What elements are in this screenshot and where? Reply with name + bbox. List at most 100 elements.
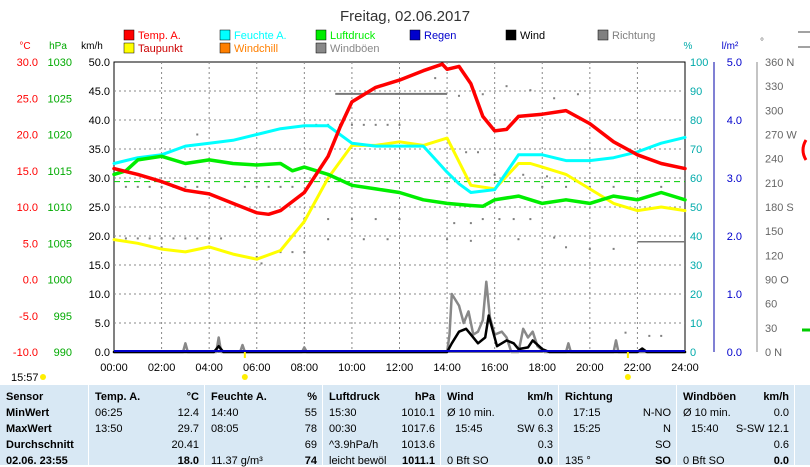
direction-point	[255, 185, 258, 188]
stats-header-temp: Temp. A.	[95, 391, 141, 403]
legend-swatch	[315, 29, 327, 41]
legend-label: Windböen	[330, 43, 380, 55]
direction-tick-label: 240	[765, 154, 783, 166]
direction-point	[481, 93, 484, 96]
sunrise-marker	[241, 374, 248, 380]
dir-avg-value: SO	[655, 439, 671, 451]
direction-point	[291, 251, 294, 254]
stats-unit-pressure: hPa	[414, 391, 435, 403]
wind-tick-label: 5.0	[95, 318, 110, 330]
direction-tick-label: 0 N	[765, 347, 782, 359]
direction-tick-label: 210	[765, 178, 783, 190]
direction-point	[374, 218, 377, 221]
x-tick-label: 16:00	[481, 362, 509, 374]
temp-max-value: 29.7	[177, 423, 199, 435]
dir-row2-value: N	[663, 423, 671, 435]
legend-label: Taupunkt	[138, 43, 183, 55]
wind-tick-label: 15.0	[89, 260, 110, 272]
stats-panel: Sensor MinWert MaxWert Durchschnitt 02.0…	[0, 385, 810, 467]
direction-point	[588, 185, 591, 188]
temp-tick-label: 25.0	[17, 93, 38, 105]
direction-point	[498, 218, 501, 221]
legend-label: Richtung	[612, 30, 655, 42]
direction-tick-label: 120	[765, 250, 783, 262]
direction-point	[612, 247, 615, 250]
direction-point	[303, 251, 306, 254]
direction-point	[124, 185, 127, 188]
weather-chart: Freitag, 02.06.2017 Temp. A. Feuchte A. Luf…	[11, 8, 810, 384]
dir-current-value: SO	[655, 455, 671, 467]
direction-point	[208, 237, 211, 240]
stats-col-direction: Richtung 17:15 N-NO 15:25 N SO 135 ° SO	[558, 385, 677, 467]
direction-point	[196, 133, 199, 136]
wind-tick-label: 40.0	[89, 115, 110, 127]
dir-row2-time: 15:25	[573, 423, 601, 435]
pressure-tick-label: 1000	[48, 275, 72, 287]
pressure-tick-label: 1020	[48, 130, 72, 142]
direction-tick-label: 270 W	[765, 130, 797, 142]
direction-tick-label: 90 O	[765, 275, 789, 287]
direction-point	[505, 85, 508, 88]
legend-swatch	[123, 42, 135, 54]
direction-point	[477, 151, 480, 154]
hum-min-time: 14:40	[211, 407, 239, 419]
direction-point	[255, 255, 258, 258]
direction-point	[350, 123, 353, 126]
rain-tick-label: 0.0	[727, 347, 742, 359]
direction-point	[386, 123, 389, 126]
direction-point	[136, 237, 139, 240]
x-tick-label: 14:00	[433, 362, 461, 374]
direction-point	[398, 123, 401, 126]
direction-point	[565, 246, 568, 249]
humidity-tick-label: 20	[690, 289, 702, 301]
pressure-series-line	[112, 154, 687, 209]
press-trend: ^3.9hPa/h	[329, 439, 379, 451]
hum-abs-value: 11.37 g/m³	[211, 455, 263, 467]
wind-avg10-value: 0.0	[537, 407, 553, 419]
hum-current-value: 74	[304, 455, 317, 467]
stats-col-humidity: Feuchte A. % 14:40 55 08:05 78 69 11.37 …	[204, 385, 323, 467]
humidity-series-line	[112, 124, 687, 194]
gust-bft: 0 Bft SO	[683, 455, 725, 467]
hum-min-value: 55	[304, 407, 317, 419]
direction-point	[553, 236, 556, 239]
stats-header-gust: Windböen	[683, 391, 737, 403]
direction-point	[648, 334, 651, 337]
direction-tick-label: 30	[765, 323, 777, 335]
wind-tick-label: 25.0	[89, 202, 110, 214]
direction-point	[374, 123, 377, 126]
direction-point	[453, 222, 456, 225]
dir-current-deg: 135 °	[565, 455, 591, 467]
x-tick-label: 08:00	[291, 362, 319, 374]
chart-svg: Freitag, 02.06.2017 Temp. A. Feuchte A. Luf…	[11, 8, 810, 384]
direction-point	[529, 218, 532, 221]
direction-point	[529, 89, 532, 92]
direction-point	[493, 173, 496, 176]
direction-point	[624, 331, 627, 334]
pressure-tick-label: 1010	[48, 202, 72, 214]
temp-tick-label: 5.0	[23, 238, 38, 250]
temp-max-time: 13:50	[95, 423, 123, 435]
wind-tick-label: 45.0	[89, 86, 110, 98]
direction-point	[522, 173, 525, 176]
direction-point	[243, 185, 246, 188]
direction-point	[291, 185, 294, 188]
legend-swatch	[219, 29, 231, 41]
wind-tick-label: 0.0	[95, 347, 110, 359]
x-tick-label: 04:00	[195, 362, 223, 374]
direction-point	[160, 185, 163, 188]
rain-tick-label: 3.0	[727, 173, 742, 185]
temp-current-value: 18.0	[177, 455, 199, 467]
temp-min-time: 06:25	[95, 407, 123, 419]
press-min-time: 15:30	[329, 407, 357, 419]
edge-gauge-red	[801, 139, 808, 161]
x-tick-label: 18:00	[528, 362, 556, 374]
stats-unit-humidity: %	[307, 391, 317, 403]
row-label-current: 02.06. 23:55	[6, 455, 68, 467]
stats-unit-wind: km/h	[527, 391, 553, 403]
legend-swatch	[597, 29, 609, 41]
direction-point	[136, 185, 139, 188]
stats-col-pressure: Luftdruck hPa 15:30 1010.1 00:30 1017.6 …	[322, 385, 441, 467]
dir-row1-value: N-NO	[642, 407, 671, 419]
direction-point	[362, 123, 365, 126]
